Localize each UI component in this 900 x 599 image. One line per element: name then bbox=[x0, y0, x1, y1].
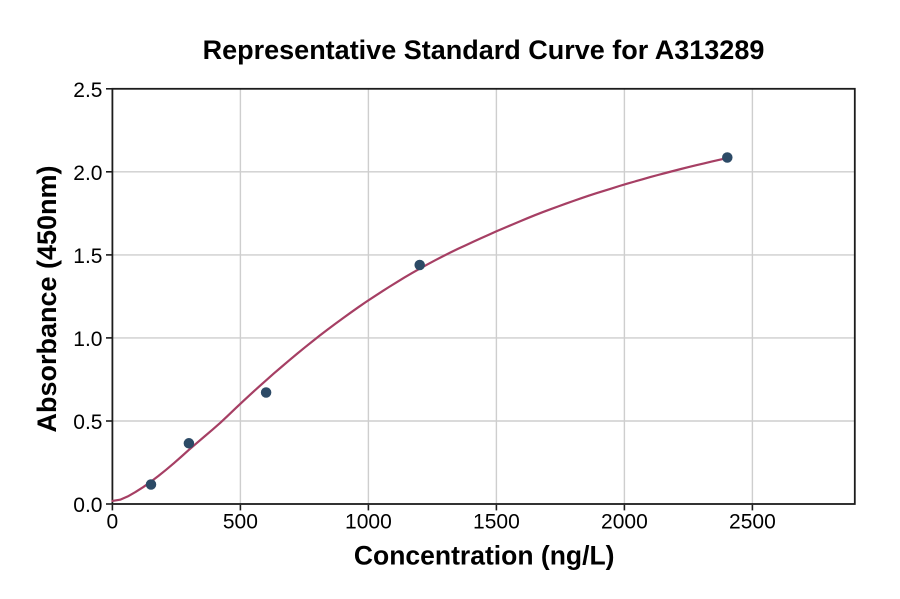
svg-text:1500: 1500 bbox=[473, 511, 520, 534]
svg-text:Concentration (ng/L): Concentration (ng/L) bbox=[354, 541, 615, 571]
svg-text:1.5: 1.5 bbox=[73, 245, 102, 268]
svg-text:500: 500 bbox=[223, 511, 258, 534]
svg-text:2000: 2000 bbox=[601, 511, 648, 534]
svg-text:2.5: 2.5 bbox=[73, 79, 102, 102]
svg-text:0: 0 bbox=[107, 511, 119, 534]
svg-text:2.0: 2.0 bbox=[73, 162, 102, 185]
svg-text:Absorbance (450nm): Absorbance (450nm) bbox=[32, 165, 62, 432]
svg-text:0.5: 0.5 bbox=[73, 411, 102, 434]
svg-text:0.0: 0.0 bbox=[73, 494, 102, 517]
svg-text:1000: 1000 bbox=[345, 511, 392, 534]
svg-text:Representative Standard Curve: Representative Standard Curve for A31328… bbox=[203, 35, 765, 65]
svg-text:1.0: 1.0 bbox=[73, 328, 102, 351]
svg-text:2500: 2500 bbox=[729, 511, 776, 534]
